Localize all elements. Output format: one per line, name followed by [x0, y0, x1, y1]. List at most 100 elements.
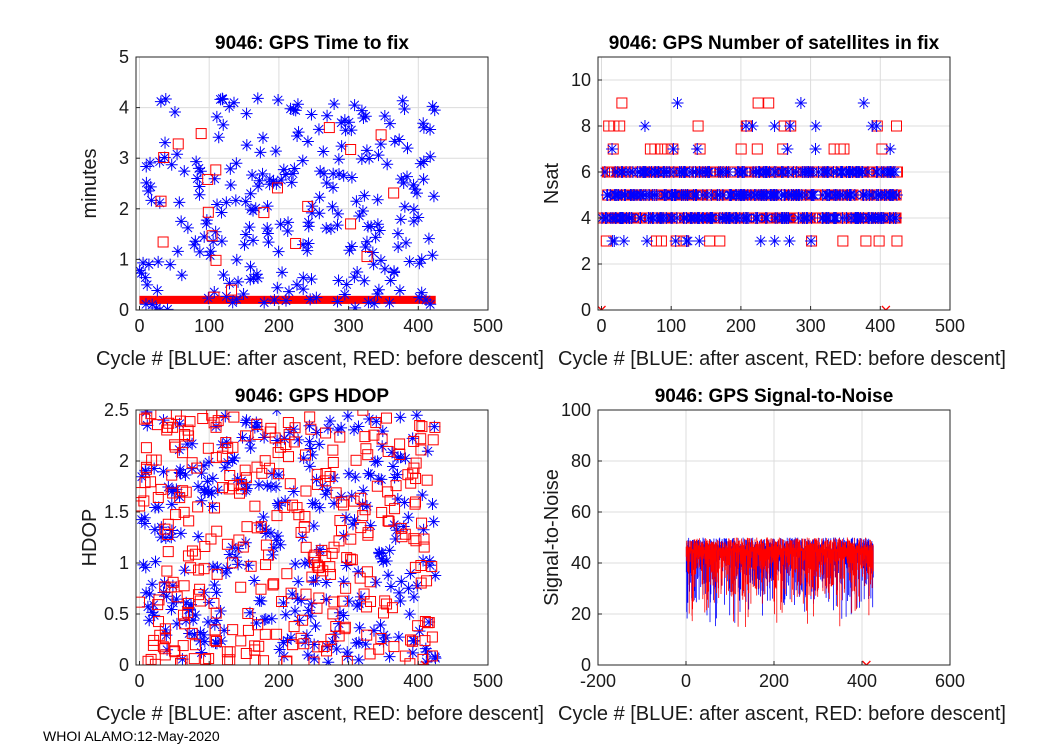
data-point-before-descent: [359, 504, 371, 516]
data-point-after-ascent: [321, 484, 334, 497]
data-point-before-descent: [263, 549, 275, 561]
data-point-after-ascent: [641, 235, 654, 247]
data-point-after-ascent: [426, 497, 439, 510]
data-point-after-ascent: [309, 497, 322, 510]
data-point-after-ascent: [286, 587, 299, 600]
data-point-after-ascent: [343, 244, 356, 257]
data-point-after-ascent: [395, 575, 408, 588]
footer-text: WHOI ALAMO:12-May-2020: [43, 728, 220, 744]
data-point-before-descent: [306, 571, 318, 583]
data-point-after-ascent: [146, 298, 159, 310]
data-point-after-ascent: [610, 189, 623, 201]
data-point-before-descent: [406, 635, 418, 647]
data-point-before-descent: [176, 654, 188, 665]
data-point-before-descent: [355, 492, 367, 504]
data-point-after-ascent: [420, 293, 433, 306]
data-point-after-ascent: [218, 461, 231, 474]
data-point-before-descent: [227, 557, 239, 569]
data-point-before-descent: [155, 483, 167, 495]
data-point-before-descent: [405, 634, 417, 646]
data-point-before-descent: [235, 635, 247, 647]
data-point-after-ascent: [417, 121, 430, 134]
data-point-after-ascent: [324, 222, 337, 235]
data-point-before-descent: [311, 478, 323, 490]
data-point-after-ascent: [210, 586, 223, 599]
panel-nsat: 0 100 200 300 400 500 0 2 4 6 8 10 9046: GPS Number…: [541, 33, 1006, 370]
data-point-before-descent: [153, 594, 165, 606]
data-point-after-ascent: [352, 565, 365, 578]
data-point-after-ascent: [179, 468, 192, 481]
data-point-after-ascent: [321, 109, 334, 122]
data-point-after-ascent: [785, 189, 798, 201]
data-point-before-descent: [412, 620, 424, 632]
data-point-before-descent: [197, 413, 209, 425]
data-point-before-descent: [421, 474, 433, 486]
data-point-before-descent: [308, 656, 320, 665]
data-point-after-ascent: [647, 212, 660, 224]
data-point-after-ascent: [403, 608, 416, 621]
data-point-after-ascent: [257, 511, 270, 524]
data-point-after-ascent: [398, 200, 411, 213]
data-point-after-ascent: [327, 181, 340, 194]
data-point-before-descent: [395, 522, 407, 534]
data-point-after-ascent: [271, 529, 284, 542]
data-point-after-ascent: [740, 120, 753, 132]
chart-title: 9046: GPS Signal-to-Noise: [655, 386, 894, 407]
data-point-after-ascent: [197, 459, 210, 472]
data-point-after-ascent: [353, 621, 366, 634]
data-point-after-ascent: [146, 578, 159, 591]
data-point-after-ascent: [275, 173, 288, 186]
data-point-before-descent: [169, 441, 181, 453]
data-point-before-descent: [415, 577, 427, 589]
x-tick-label: 200: [264, 316, 294, 336]
data-point-before-descent: [139, 477, 151, 489]
chart-title: 9046: GPS Time to fix: [215, 33, 409, 54]
data-point-after-ascent: [393, 284, 406, 297]
data-point-after-ascent: [272, 245, 285, 258]
data-point-after-ascent: [261, 222, 274, 235]
data-point-after-ascent: [339, 124, 352, 137]
data-point-before-descent: [255, 521, 267, 533]
data-point-after-ascent: [699, 166, 712, 178]
data-point-after-ascent: [212, 131, 225, 144]
data-point-after-ascent: [289, 604, 302, 617]
data-point-before-descent: [418, 541, 430, 553]
data-point-after-ascent: [244, 203, 257, 216]
data-point-after-ascent: [215, 235, 228, 248]
data-point-before-descent: [394, 448, 406, 460]
snr-series-before-descent: [685, 537, 874, 627]
data-point-before-descent: [179, 618, 191, 630]
data-point-after-ascent: [268, 293, 281, 306]
data-point-before-descent: [157, 236, 169, 248]
data-point-before-descent: [321, 645, 333, 657]
data-point-after-ascent: [202, 292, 215, 305]
data-point-after-ascent: [389, 533, 402, 546]
data-point-after-ascent: [372, 473, 385, 486]
data-point-after-ascent: [197, 628, 210, 641]
data-point-after-ascent: [383, 650, 396, 663]
data-point-before-descent: [302, 200, 314, 212]
data-point-after-ascent: [178, 564, 191, 577]
data-point-after-ascent: [206, 500, 219, 513]
data-point-before-descent: [291, 502, 303, 514]
y-tick-label: 2.5: [104, 400, 129, 420]
data-point-after-ascent: [368, 297, 381, 310]
data-point-before-descent: [258, 655, 270, 665]
data-point-after-ascent: [388, 135, 401, 148]
data-point-after-ascent: [713, 212, 726, 224]
data-point-before-descent: [145, 410, 157, 420]
data-point-before-descent: [202, 173, 214, 185]
data-point-after-ascent: [255, 594, 268, 607]
data-point-after-ascent: [277, 163, 290, 176]
data-point-before-descent: [312, 641, 324, 653]
data-point-after-ascent: [291, 98, 304, 111]
data-point-before-descent: [402, 469, 414, 481]
data-point-after-ascent: [350, 195, 363, 208]
data-point-after-ascent: [157, 586, 170, 599]
data-point-before-descent: [390, 480, 402, 492]
data-point-after-ascent: [352, 636, 365, 649]
data-point-after-ascent: [267, 541, 280, 554]
data-point-after-ascent: [870, 120, 883, 132]
data-point-before-descent: [185, 562, 197, 574]
y-tick-label: 100: [561, 400, 591, 420]
